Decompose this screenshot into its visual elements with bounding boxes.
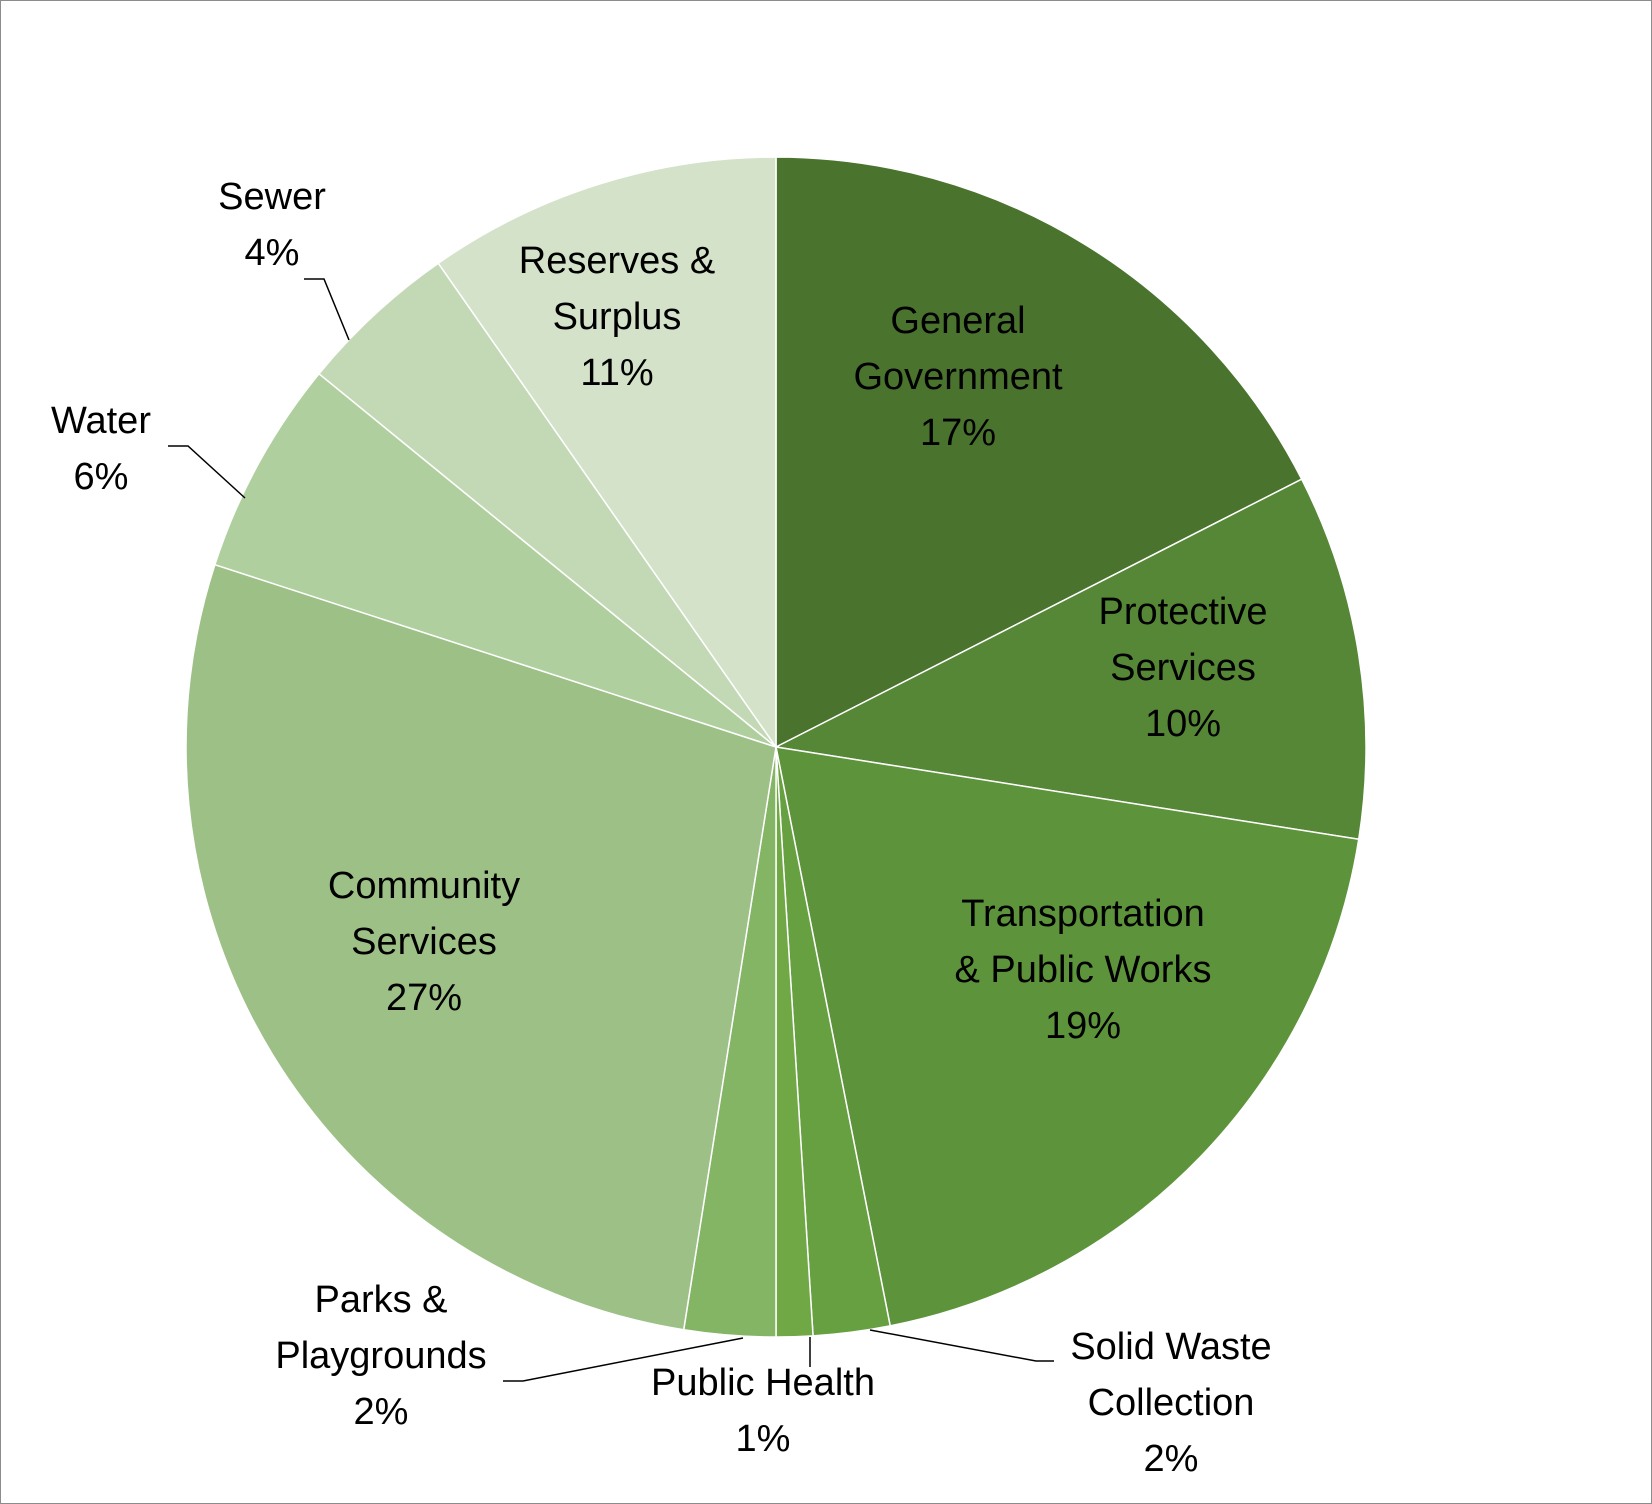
data-label-category: Playgrounds [275, 1335, 486, 1377]
data-label: Parks & Playgrounds 2% [275, 1279, 486, 1433]
data-label: Public Health 1% [651, 1362, 875, 1460]
data-label-category: Community [328, 865, 520, 907]
pie-slice-general-government [775, 156, 1303, 749]
data-label-category: Government [853, 356, 1063, 398]
leader-line [304, 278, 350, 341]
data-label-category: Water [51, 400, 151, 442]
data-label-category: Parks & [314, 1279, 447, 1321]
pie-slice-community-services [185, 563, 777, 1331]
data-label: Reserves & Surplus 11% [519, 240, 715, 394]
pie-slice-protective-services [773, 478, 1367, 841]
data-label: Sewer 4% [218, 176, 326, 274]
labels-layer: General Government 17% Protective Services 10… [51, 176, 1272, 1480]
data-label-category: General [890, 300, 1025, 342]
data-label: Protective Services 10% [1099, 591, 1268, 745]
data-label-category: Services [351, 921, 497, 963]
data-label-percent: 2% [354, 1391, 409, 1433]
data-label-category: Surplus [553, 296, 682, 338]
pie-slice-water [213, 372, 777, 748]
data-label-percent: 6% [74, 456, 129, 498]
leader-lines-layer [168, 278, 1054, 1382]
data-label-category: Sewer [218, 176, 326, 218]
data-label: General Government 17% [853, 300, 1063, 454]
data-label: Solid Waste Collection 2% [1070, 1326, 1271, 1480]
data-label-category: Solid Waste [1070, 1326, 1271, 1368]
data-label-percent: 4% [245, 232, 300, 274]
pie-slice-reserves-surplus [437, 156, 777, 750]
data-label-percent: 19% [1045, 1005, 1121, 1047]
leader-line [503, 1337, 744, 1382]
data-label-category: & Public Works [955, 949, 1212, 991]
leader-line [869, 1329, 1054, 1362]
data-label: Water 6% [51, 400, 151, 498]
data-label-category: Transportation [961, 893, 1205, 935]
pie-slice-transportation-public-works [775, 746, 1360, 1327]
data-label-percent: 17% [920, 412, 996, 454]
data-label-category: Collection [1088, 1382, 1255, 1424]
data-label-category: Reserves & [519, 240, 715, 282]
data-label-percent: 11% [580, 352, 653, 394]
data-label: Transportation & Public Works 19% [955, 893, 1212, 1047]
data-label-category: Protective [1099, 591, 1268, 633]
data-label-category: Public Health [651, 1362, 875, 1404]
data-label: Community Services 27% [328, 865, 520, 1019]
pie-slice-sewer [317, 262, 777, 748]
data-label-category: Services [1110, 647, 1256, 689]
leader-line [168, 445, 246, 499]
data-label-percent: 27% [386, 977, 462, 1019]
data-label-percent: 1% [736, 1418, 791, 1460]
data-label-percent: 10% [1145, 703, 1221, 745]
data-label-percent: 2% [1144, 1438, 1199, 1480]
slices-layer [185, 156, 1367, 1338]
